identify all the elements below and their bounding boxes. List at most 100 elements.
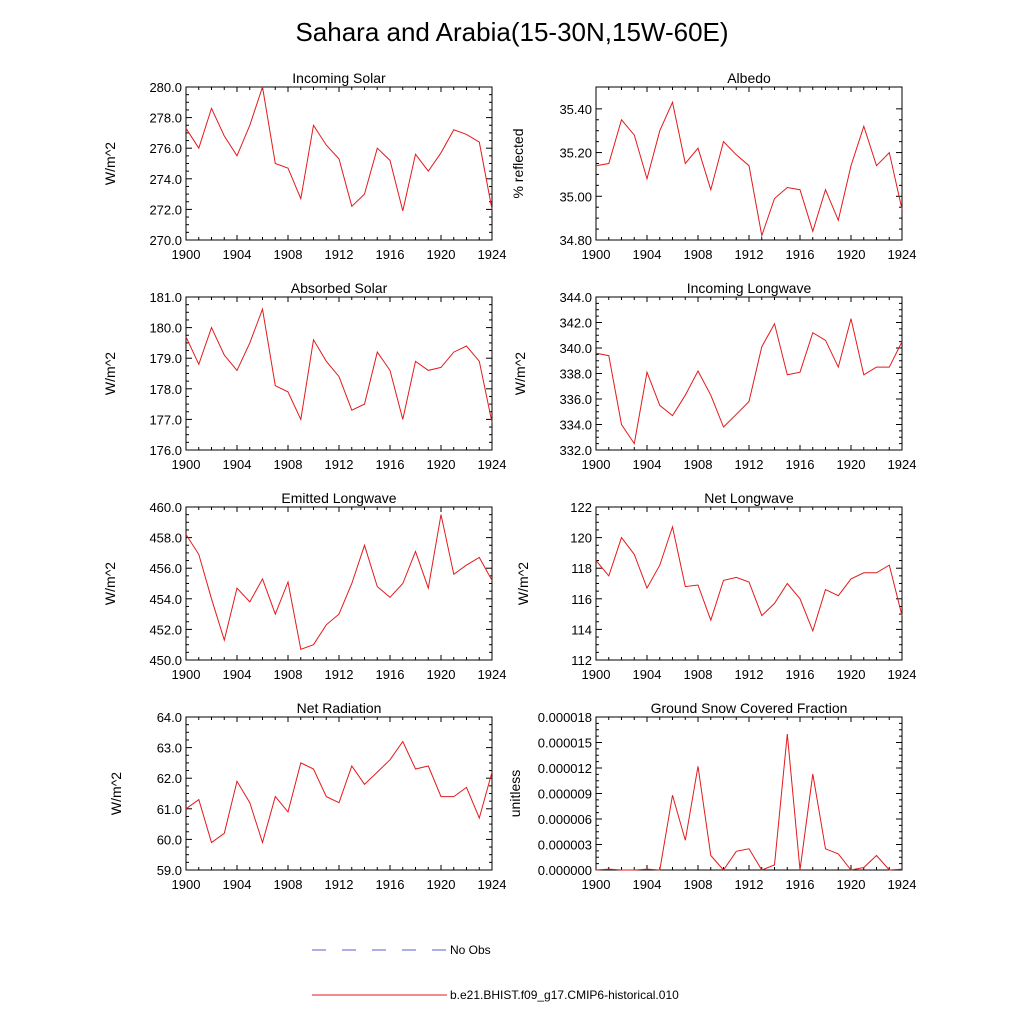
y-tick-label: 179.0: [149, 351, 182, 366]
series-line: [595, 525, 903, 633]
y-tick-label: 178.0: [149, 382, 182, 397]
plot-frame: [185, 716, 493, 871]
x-tick-label: 1900: [582, 667, 611, 682]
x-tick-label: 1912: [325, 667, 354, 682]
x-tick-label: 1904: [633, 667, 662, 682]
panel-net-radiation: Net Radiation W/m^2 1900 1904 1908 1912 1916 19…: [108, 700, 506, 892]
panel-title: Incoming Longwave: [687, 280, 812, 296]
x-tick-label: 1904: [633, 247, 662, 262]
x-tick-label: 1924: [478, 667, 507, 682]
legend-label-no-obs: No Obs: [450, 943, 491, 957]
x-tick-label: 1908: [274, 877, 303, 892]
panel-title: Net Radiation: [297, 700, 382, 716]
x-tick-label: 1904: [223, 457, 252, 472]
x-tick-label: 1904: [633, 877, 662, 892]
y-tick-label: 272.0: [149, 202, 182, 217]
panels: Incoming Solar W/m^2 1900 1904 1908 1912 1916 1…: [102, 70, 916, 892]
x-tick-label: 1900: [172, 457, 201, 472]
y-axis-label: W/m^2: [108, 772, 124, 815]
y-tick-label: 0.000012: [538, 761, 592, 776]
x-tick-label: 1916: [376, 667, 405, 682]
y-tick-label: 270.0: [149, 233, 182, 248]
series-line: [185, 740, 493, 845]
panel-albedo: Albedo % reflected 1900 1904 1908 1912 1916 192…: [510, 70, 916, 262]
y-tick-label: 0.000006: [538, 812, 592, 827]
y-tick-label: 64.0: [157, 710, 182, 725]
x-tick-label: 1924: [888, 877, 917, 892]
x-tick-label: 1912: [735, 457, 764, 472]
series-line: [185, 514, 493, 650]
series-line: [595, 318, 903, 445]
y-tick-label: 454.0: [149, 592, 182, 607]
x-tick-label: 1916: [376, 457, 405, 472]
x-tick-label: 1904: [223, 877, 252, 892]
panel-title: Emitted Longwave: [281, 490, 396, 506]
y-tick-label: 61.0: [157, 802, 182, 817]
y-tick-label: 344.0: [559, 290, 592, 305]
panel-title: Incoming Solar: [292, 70, 386, 86]
x-tick-label: 1916: [786, 877, 815, 892]
x-tick-label: 1916: [786, 667, 815, 682]
y-tick-label: 120: [570, 531, 592, 546]
x-tick-label: 1912: [735, 247, 764, 262]
x-tick-label: 1920: [837, 877, 866, 892]
y-tick-label: 177.0: [149, 412, 182, 427]
x-tick-label: 1920: [427, 247, 456, 262]
x-tick-label: 1900: [172, 667, 201, 682]
y-tick-label: 63.0: [157, 741, 182, 756]
y-tick-label: 456.0: [149, 561, 182, 576]
series-line: [185, 86, 493, 212]
x-tick-label: 1924: [478, 877, 507, 892]
x-tick-label: 1908: [274, 247, 303, 262]
plot-frame: [185, 506, 493, 661]
y-tick-label: 0.000018: [538, 710, 592, 725]
y-axis-label: W/m^2: [512, 352, 528, 395]
x-tick-label: 1904: [223, 247, 252, 262]
plot-frame: [185, 86, 493, 241]
x-tick-label: 1924: [478, 457, 507, 472]
panel-incoming-solar: Incoming Solar W/m^2 1900 1904 1908 1912 1916 1…: [102, 70, 506, 262]
plot-frame: [595, 86, 903, 241]
y-tick-label: 0.000000: [538, 863, 592, 878]
y-tick-label: 460.0: [149, 500, 182, 515]
x-tick-label: 1920: [427, 457, 456, 472]
plot-frame: [185, 296, 493, 451]
y-tick-label: 278.0: [149, 111, 182, 126]
y-tick-label: 340.0: [559, 341, 592, 356]
x-tick-label: 1904: [633, 457, 662, 472]
y-tick-label: 280.0: [149, 80, 182, 95]
y-tick-label: 35.40: [559, 102, 592, 117]
panel-net-longwave: Net Longwave W/m^2 1900 1904 1908 1912 1916 192…: [515, 490, 916, 682]
panel-title: Ground Snow Covered Fraction: [651, 700, 848, 716]
y-tick-label: 0.000003: [538, 838, 592, 853]
x-tick-label: 1924: [888, 247, 917, 262]
y-tick-label: 276.0: [149, 141, 182, 156]
series-line: [595, 100, 903, 238]
y-tick-label: 332.0: [559, 443, 592, 458]
y-tick-label: 62.0: [157, 771, 182, 786]
y-tick-label: 450.0: [149, 653, 182, 668]
x-tick-label: 1900: [582, 877, 611, 892]
x-tick-label: 1912: [735, 667, 764, 682]
x-tick-label: 1900: [582, 457, 611, 472]
x-tick-label: 1920: [837, 457, 866, 472]
y-tick-label: 176.0: [149, 443, 182, 458]
y-tick-label: 59.0: [157, 863, 182, 878]
y-tick-label: 181.0: [149, 290, 182, 305]
x-tick-label: 1916: [376, 247, 405, 262]
x-tick-label: 1900: [172, 247, 201, 262]
x-tick-label: 1900: [582, 247, 611, 262]
y-tick-label: 342.0: [559, 316, 592, 331]
y-tick-label: 274.0: [149, 172, 182, 187]
x-tick-label: 1908: [274, 667, 303, 682]
y-axis-label: % reflected: [510, 128, 526, 198]
x-tick-label: 1916: [786, 247, 815, 262]
panel-ground-snow-covered-fraction: Ground Snow Covered Fraction unitless 1900…: [507, 700, 916, 892]
y-tick-label: 35.20: [559, 146, 592, 161]
y-tick-label: 452.0: [149, 622, 182, 637]
x-tick-label: 1908: [684, 667, 713, 682]
x-tick-label: 1916: [786, 457, 815, 472]
y-tick-label: 0.000015: [538, 736, 592, 751]
y-axis-label: W/m^2: [515, 562, 531, 605]
